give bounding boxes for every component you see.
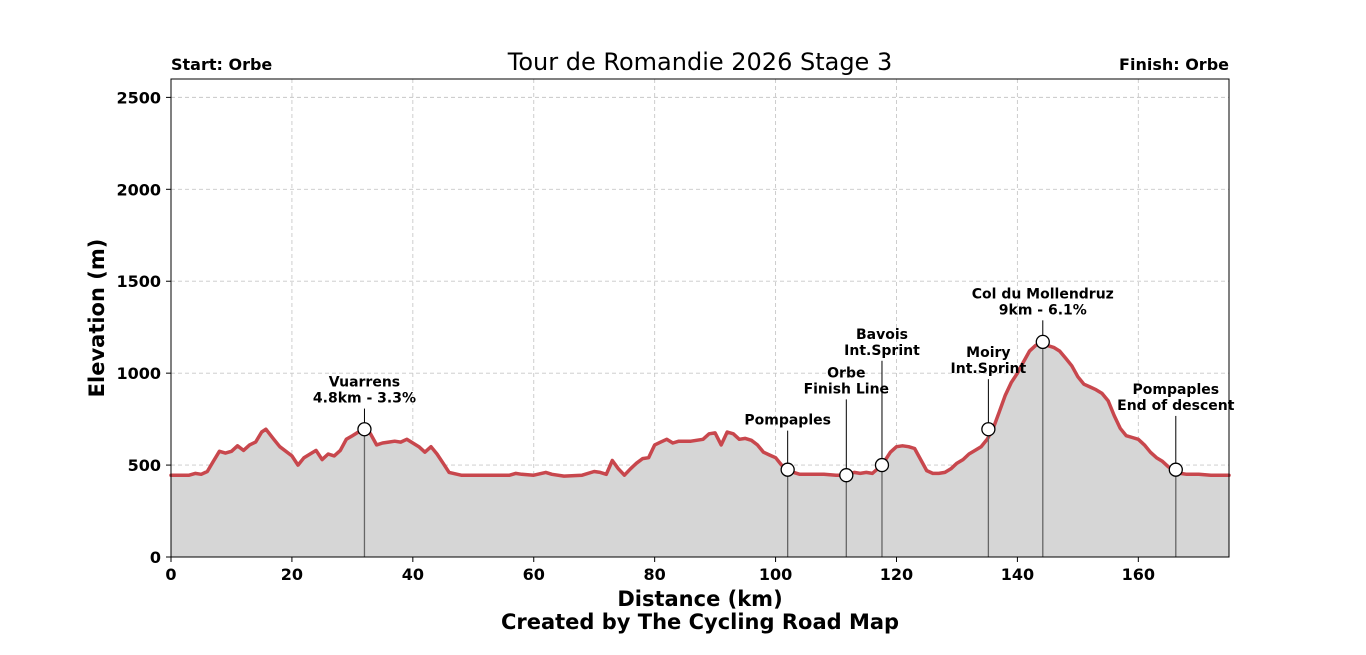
waypoint-label: Int.Sprint (844, 343, 920, 359)
finish-label: Finish: Orbe (1119, 55, 1229, 74)
waypoint-label: Orbe (827, 365, 865, 381)
credit-text: Created by The Cycling Road Map (501, 610, 899, 634)
x-tick-label: 20 (281, 565, 303, 584)
waypoint-label: Finish Line (804, 381, 889, 397)
x-tick-label: 160 (1122, 565, 1155, 584)
waypoint-marker (1168, 462, 1183, 477)
x-tick-label: 100 (759, 565, 792, 584)
y-tick-label: 2000 (116, 180, 161, 199)
y-tick-label: 1500 (116, 272, 161, 291)
y-axis-label: Elevation (m) (85, 239, 109, 398)
waypoint-label: 9km - 6.1% (999, 302, 1087, 318)
waypoint-label: Col du Mollendruz (972, 286, 1114, 302)
x-tick-label: 0 (165, 565, 176, 584)
y-tick-label: 0 (150, 548, 161, 567)
x-tick-label: 80 (644, 565, 666, 584)
plot-frame (170, 78, 1230, 558)
y-tick-label: 500 (128, 456, 161, 475)
waypoint-marker (839, 468, 854, 483)
waypoint-marker (981, 422, 996, 437)
elevation-area (171, 341, 1229, 557)
waypoint-label: Vuarrens (329, 375, 400, 391)
chart-title: Tour de Romandie 2026 Stage 3 (507, 48, 892, 76)
start-label: Start: Orbe (171, 55, 272, 74)
y-tick-label: 1000 (116, 364, 161, 383)
waypoint-label: End of descent (1117, 398, 1235, 414)
x-tick-label: 60 (523, 565, 545, 584)
waypoint-label: Int.Sprint (951, 361, 1027, 377)
y-tick-label: 2500 (116, 88, 161, 107)
axis-ticks: 0 20 40 60 80 100 120 140 160 0 500 1000 1500 2000 250… (116, 88, 1155, 584)
waypoint-label: Moiry (966, 345, 1010, 361)
waypoint-marker (780, 462, 795, 477)
x-tick-label: 140 (1001, 565, 1034, 584)
waypoint-marker (874, 457, 890, 473)
x-axis-label: Distance (km) (617, 587, 782, 611)
waypoint-label: Bavois (856, 327, 908, 343)
x-tick-label: 40 (402, 565, 424, 584)
x-tick-label: 120 (880, 565, 913, 584)
waypoint-label: Pompaples (744, 413, 831, 429)
waypoint-marker (357, 422, 372, 437)
elevation-line (169, 340, 1231, 478)
waypoint-label: 4.8km - 3.3% (313, 391, 416, 407)
waypoint-marker (1035, 334, 1050, 350)
waypoint-label: Pompaples (1133, 382, 1220, 398)
